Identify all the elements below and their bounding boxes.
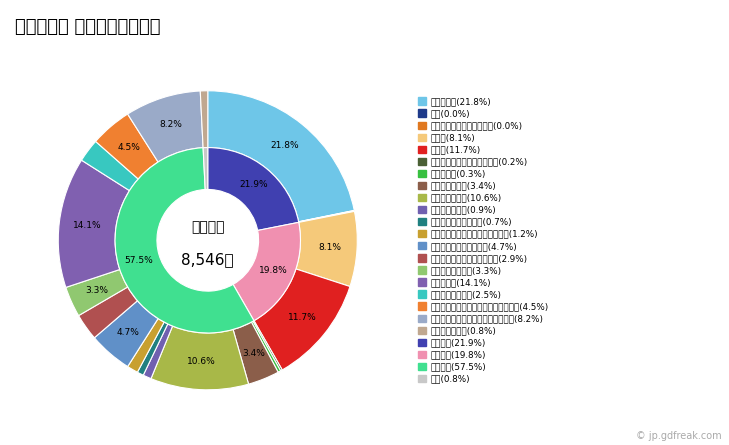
Text: © jp.gdfreak.com: © jp.gdfreak.com — [636, 431, 722, 441]
Legend: 農業，林業(21.8%), 漁業(0.0%), 鉱業，採石業，砂利採取業(0.0%), 建設業(8.1%), 製造業(11.7%), 電気・ガス・熱供給・水道業: 農業，林業(21.8%), 漁業(0.0%), 鉱業，採石業，砂利採取業(0.0… — [418, 97, 549, 384]
Wedge shape — [208, 148, 299, 231]
Wedge shape — [208, 91, 354, 222]
Text: 4.5%: 4.5% — [117, 143, 140, 152]
Wedge shape — [58, 160, 130, 287]
Text: 14.1%: 14.1% — [72, 221, 101, 230]
Text: 11.7%: 11.7% — [288, 312, 317, 322]
Wedge shape — [296, 211, 357, 287]
Wedge shape — [95, 114, 158, 179]
Wedge shape — [151, 326, 249, 390]
Text: 4.7%: 4.7% — [117, 328, 139, 337]
Wedge shape — [254, 269, 350, 370]
Wedge shape — [128, 319, 164, 372]
Text: 21.8%: 21.8% — [270, 142, 299, 150]
Wedge shape — [115, 148, 254, 333]
Text: 57.5%: 57.5% — [125, 256, 153, 265]
Wedge shape — [233, 322, 278, 384]
Wedge shape — [137, 322, 168, 375]
Wedge shape — [253, 321, 282, 371]
Wedge shape — [144, 324, 173, 379]
Wedge shape — [82, 142, 139, 190]
Text: 21.9%: 21.9% — [239, 180, 268, 190]
Text: ２０２０年 えびの市の就業者: ２０２０年 えびの市の就業者 — [15, 18, 160, 36]
Wedge shape — [252, 321, 281, 372]
Text: 3.3%: 3.3% — [85, 286, 108, 295]
Wedge shape — [79, 287, 138, 338]
Wedge shape — [66, 270, 128, 316]
Wedge shape — [203, 148, 208, 190]
Text: 8.1%: 8.1% — [318, 243, 341, 252]
Text: 10.6%: 10.6% — [187, 357, 215, 367]
Wedge shape — [94, 301, 158, 367]
Text: 8,546人: 8,546人 — [182, 252, 234, 267]
Wedge shape — [233, 222, 300, 321]
Text: 8.2%: 8.2% — [160, 120, 182, 129]
Wedge shape — [299, 210, 354, 222]
Text: 3.4%: 3.4% — [242, 349, 265, 358]
Wedge shape — [299, 211, 354, 222]
Wedge shape — [128, 91, 203, 162]
Text: 19.8%: 19.8% — [259, 266, 287, 275]
Text: 就業者数: 就業者数 — [191, 220, 225, 234]
Wedge shape — [200, 91, 208, 148]
